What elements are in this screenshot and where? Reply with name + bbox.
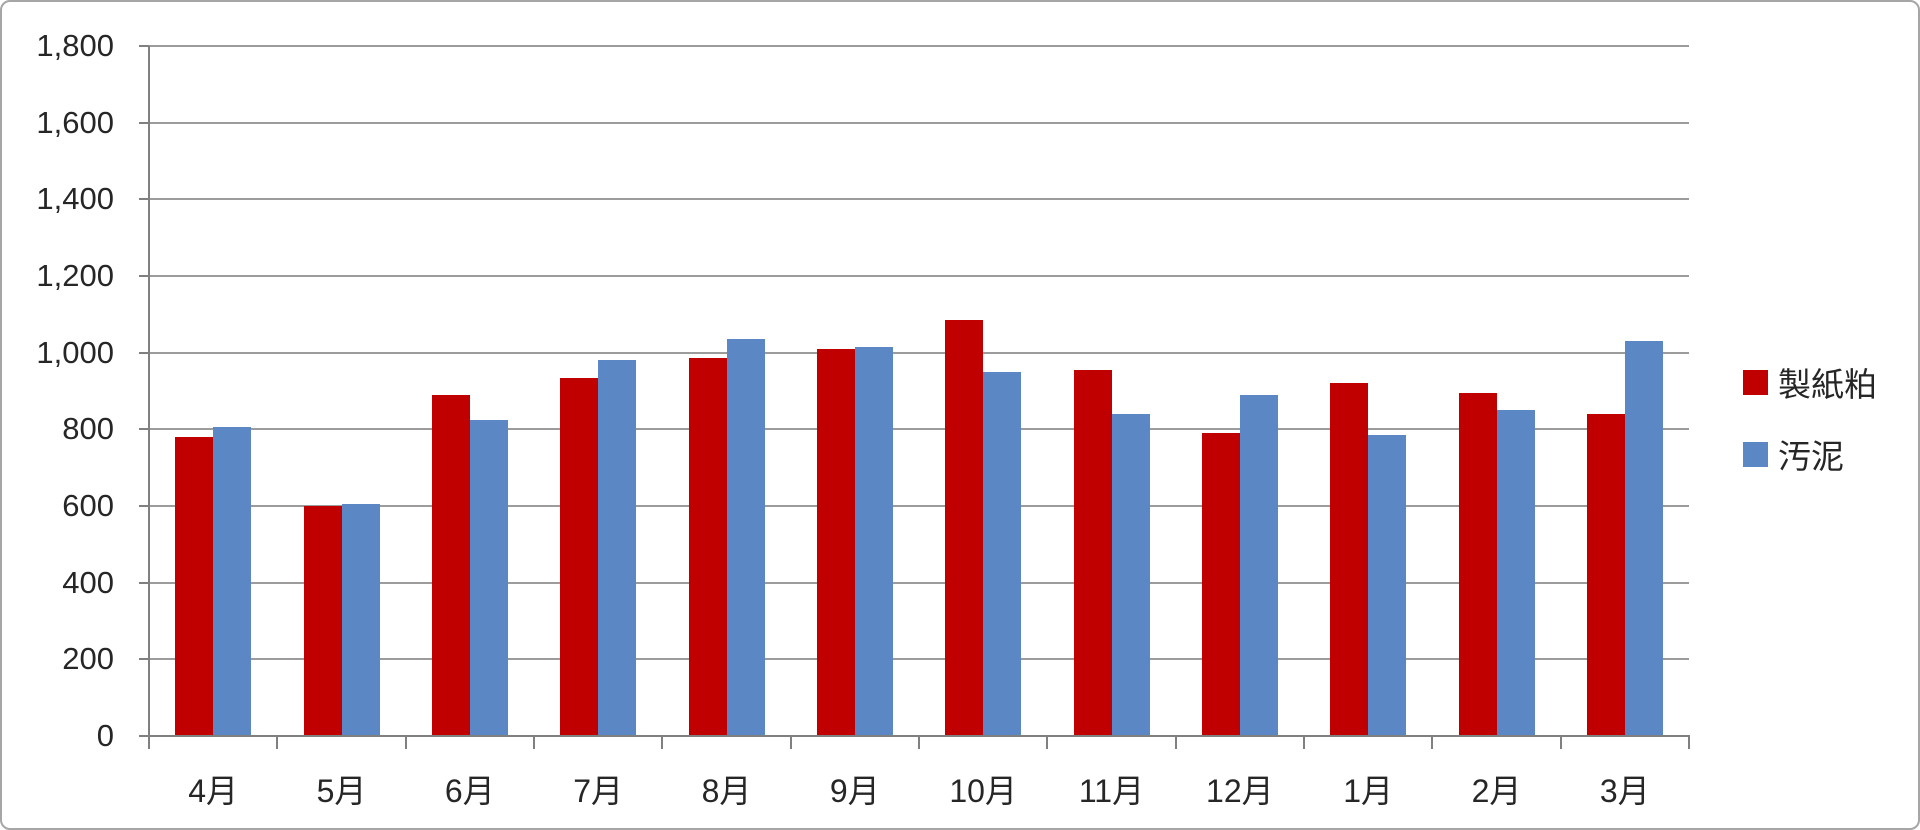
x-axis-tick	[789, 736, 792, 749]
bar-汚泥-8月	[726, 339, 765, 736]
bar-汚泥-11月	[1111, 414, 1150, 736]
y-axis-tick	[139, 275, 149, 277]
legend-item-seishikasu: 製紙粕	[1743, 358, 1877, 406]
y-axis-tick	[139, 428, 149, 431]
y-axis-label: 200	[62, 641, 114, 677]
bar-製紙粕-5月	[303, 506, 342, 736]
bar-製紙粕-3月	[1586, 414, 1625, 736]
bar-製紙粕-1月	[1330, 383, 1369, 736]
bar-汚泥-3月	[1624, 341, 1663, 736]
bar-汚泥-7月	[598, 360, 637, 736]
legend-label: 汚泥	[1778, 438, 1844, 475]
y-axis-tick	[139, 121, 149, 124]
gridline-1600	[149, 121, 1689, 124]
legend-swatch-blue	[1743, 441, 1768, 467]
gridline-1000	[149, 351, 1689, 354]
x-axis-tick	[148, 736, 150, 749]
gridline-200	[149, 658, 1689, 661]
bar-汚泥-2月	[1496, 410, 1535, 736]
y-axis-label: 0	[96, 718, 114, 753]
bar-汚泥-1月	[1368, 435, 1407, 736]
y-axis-label: 1,400	[36, 181, 114, 217]
gridline-1800	[149, 45, 1689, 47]
gridline-400	[149, 581, 1689, 584]
y-axis-tick	[139, 505, 149, 507]
y-axis	[148, 46, 150, 748]
bar-製紙粕-7月	[560, 377, 599, 736]
x-axis-tick	[1431, 736, 1434, 749]
bar-汚泥-9月	[854, 346, 893, 736]
x-axis-label-7月: 7月	[573, 773, 624, 809]
y-axis-tick	[139, 351, 149, 354]
y-axis-label: 1,600	[36, 104, 114, 140]
y-axis-tick	[139, 735, 149, 737]
x-axis-tick	[1688, 736, 1690, 749]
gridline-1400	[149, 198, 1689, 201]
bar-汚泥-4月	[213, 427, 252, 736]
y-axis-tick	[139, 45, 149, 47]
x-axis-label-10月: 10月	[949, 773, 1017, 809]
x-axis-label-1月: 1月	[1343, 773, 1394, 809]
bar-製紙粕-10月	[945, 320, 984, 736]
y-axis-label: 1,200	[36, 258, 114, 293]
chart-legend: 製紙粕 汚泥	[1743, 358, 1877, 478]
y-axis-label: 600	[62, 488, 114, 523]
x-axis-tick	[661, 736, 664, 749]
x-axis-tick	[918, 736, 920, 749]
bar-汚泥-6月	[469, 419, 508, 736]
legend-swatch-red	[1743, 369, 1768, 395]
x-axis-label-4月: 4月	[188, 773, 239, 809]
gridline-1200	[149, 275, 1689, 277]
gridline-600	[149, 505, 1689, 507]
y-axis-label: 1,800	[36, 28, 114, 63]
x-axis-tick	[1046, 736, 1049, 749]
y-axis-tick	[139, 658, 149, 661]
y-axis-tick	[139, 198, 149, 201]
bar-製紙粕-4月	[175, 437, 214, 736]
x-axis-label-6月: 6月	[444, 773, 495, 809]
y-axis-label: 400	[62, 564, 114, 600]
gridline-800	[149, 428, 1689, 431]
x-axis-tick	[404, 736, 407, 749]
bar-製紙粕-2月	[1458, 392, 1497, 736]
x-axis-tick	[533, 736, 535, 749]
bar-製紙粕-9月	[816, 348, 855, 736]
bar-汚泥-10月	[983, 371, 1022, 736]
y-axis-label: 1,000	[36, 334, 114, 370]
y-axis-tick	[139, 581, 149, 584]
legend-label: 製紙粕	[1778, 366, 1877, 403]
bar-製紙粕-11月	[1073, 369, 1112, 736]
x-axis-tick	[1303, 736, 1305, 749]
bar-製紙粕-6月	[431, 394, 470, 736]
x-axis-label-8月: 8月	[701, 773, 752, 809]
bar-製紙粕-8月	[688, 358, 727, 736]
y-axis-label: 800	[62, 411, 114, 447]
x-axis-label-12月: 12月	[1206, 773, 1274, 809]
legend-item-odei: 汚泥	[1743, 430, 1877, 478]
bar-製紙粕-12月	[1201, 433, 1240, 736]
bar-汚泥-5月	[341, 504, 380, 736]
x-axis-label-2月: 2月	[1471, 773, 1522, 809]
x-axis-label-11月: 11月	[1078, 773, 1145, 809]
bar-汚泥-12月	[1239, 394, 1278, 736]
x-axis-tick	[1559, 736, 1562, 749]
x-axis-label-5月: 5月	[316, 773, 367, 809]
x-axis-tick	[1174, 736, 1177, 749]
x-axis-label-9月: 9月	[829, 773, 880, 809]
x-axis-tick	[276, 736, 279, 749]
x-axis-label-3月: 3月	[1599, 773, 1650, 809]
